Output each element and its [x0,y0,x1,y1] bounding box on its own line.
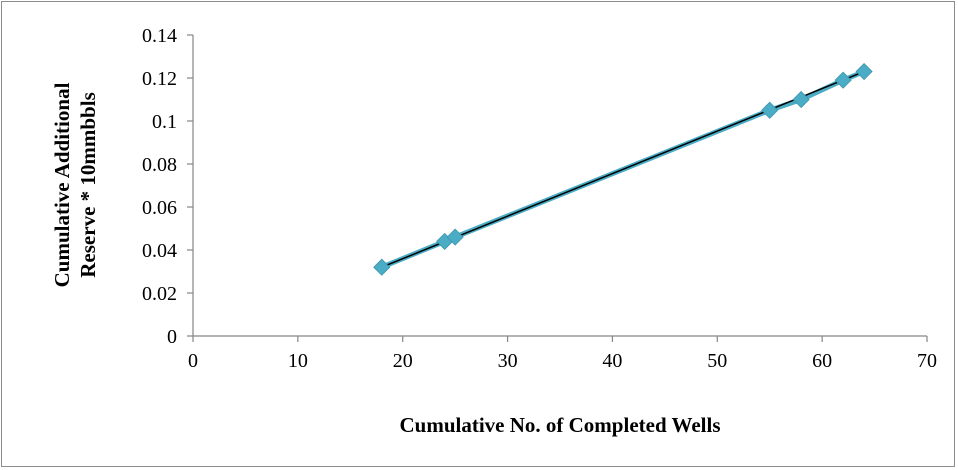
data-point-diamond [373,258,391,276]
y-tick-label: 0.08 [142,154,177,176]
x-tick-label: 30 [498,350,518,372]
x-tick-label: 10 [288,350,308,372]
x-axis-title: Cumulative No. of Completed Wells [399,413,720,437]
trendline [381,70,865,268]
x-tick-label: 70 [917,350,937,372]
y-tick-label: 0.04 [142,240,177,262]
y-axis-title-line-1: Cumulative Additional [50,82,74,287]
axes [187,34,928,342]
data-point-diamond [855,62,873,81]
y-tick-label: 0 [167,326,177,348]
data-point-diamond [761,101,779,119]
data-point-diamond [792,90,810,109]
data-points [373,62,873,276]
y-tick-label: 0.12 [142,68,177,90]
x-tick-labels: 0 10 20 30 40 50 60 70 [188,350,937,372]
data-point-diamond [834,71,852,89]
data-point-diamond [446,228,464,246]
x-tick-label: 50 [707,350,727,372]
x-tick-label: 0 [188,350,198,372]
y-tick-label: 0.1 [152,111,177,133]
y-tick-label: 0.02 [142,283,177,305]
y-tick-labels: 0 0.02 0.04 0.06 0.08 0.1 0.12 0.14 [142,25,177,348]
y-tick-label: 0.14 [142,25,177,47]
x-tick-label: 20 [393,350,413,372]
y-axis-title-line-2: Reserve * 10mmbbls [76,92,100,277]
y-tick-label: 0.06 [142,197,177,219]
x-tick-label: 60 [812,350,832,372]
x-tick-label: 40 [602,350,622,372]
